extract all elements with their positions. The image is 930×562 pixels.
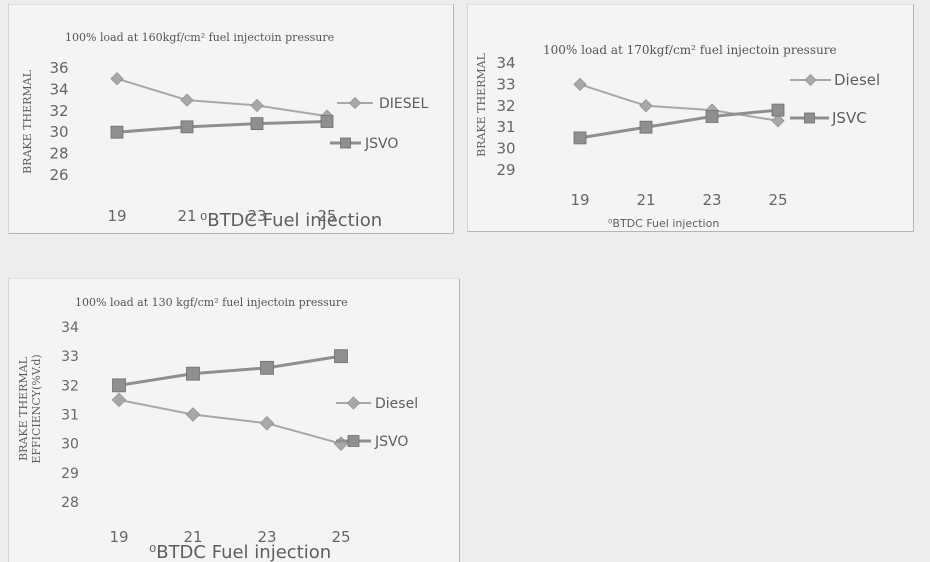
x-tick-label: 25 — [331, 528, 350, 546]
data-point — [250, 117, 264, 131]
y-tick-label: 32 — [49, 102, 68, 120]
data-point — [185, 407, 201, 422]
y-tick-label: 30 — [49, 123, 68, 141]
series-diesel — [111, 392, 349, 451]
legend-marker — [346, 396, 361, 410]
series-line — [118, 398, 342, 445]
series-jsvc — [573, 103, 785, 145]
y-tick-label: 32 — [61, 378, 79, 394]
series-line — [579, 83, 779, 122]
y-tick-label: 32 — [496, 97, 515, 115]
chart-0-svg: 100% load at 160kgf/cm² fuel injectoin p… — [21, 31, 428, 231]
data-point — [110, 125, 124, 139]
legend-label: Diesel — [834, 71, 880, 89]
data-point — [110, 72, 124, 86]
data-point — [250, 98, 264, 113]
y-axis-label: BRAKE THERMAL — [475, 52, 488, 157]
y-tick-label: 26 — [49, 166, 68, 184]
data-point — [705, 110, 719, 123]
x-tick-label: 25 — [768, 191, 787, 209]
legend-label: JSVC — [831, 109, 867, 127]
legend-item: JSVC — [790, 109, 867, 127]
data-point — [259, 416, 275, 431]
data-point — [333, 436, 349, 451]
legend-item: JSVO — [330, 136, 398, 152]
y-tick-label: 30 — [61, 437, 79, 453]
legend-item: Diesel — [790, 71, 880, 89]
legend-marker — [348, 96, 362, 110]
y-tick-label: 33 — [61, 349, 79, 365]
x-tick-label: 21 — [636, 191, 655, 209]
data-point — [320, 115, 334, 128]
legend-marker — [804, 73, 817, 87]
legend-marker — [347, 435, 360, 447]
x-axis-label: ⁰BTDC Fuel injection — [200, 210, 382, 231]
series-diesel — [573, 77, 785, 128]
y-tick-label: 33 — [496, 75, 515, 93]
x-tick-label: 21 — [177, 207, 196, 225]
x-tick-label: 23 — [247, 207, 266, 225]
y-tick-label: 28 — [61, 495, 79, 511]
series-jsvo — [112, 349, 348, 393]
legend-label: JSVO — [364, 136, 398, 152]
data-point — [180, 120, 194, 134]
y-axis-label: BRAKE THERMAL — [21, 69, 34, 174]
series-line — [116, 77, 328, 118]
chart-panel-160: 100% load at 160kgf/cm² fuel injectoin p… — [8, 4, 454, 234]
y-tick-label: 31 — [496, 118, 515, 136]
legend-label: DIESEL — [379, 96, 428, 112]
y-tick-label: 34 — [496, 54, 515, 72]
y-tick-label: 31 — [61, 408, 79, 424]
y-axis-label-2: EFFICIENCY(%V.d) — [30, 354, 43, 463]
x-tick-label: 21 — [183, 528, 202, 546]
series-line — [116, 120, 328, 134]
series-jsvo — [110, 115, 334, 139]
y-tick-label: 34 — [49, 80, 68, 98]
data-point — [180, 93, 194, 107]
y-tick-label: 29 — [496, 161, 515, 179]
y-tick-label: 29 — [61, 466, 79, 482]
chart-1-svg: 100% load at 170kgf/cm² fuel injectoin p… — [475, 43, 880, 230]
chart-title: 100% load at 170kgf/cm² fuel injectoin p… — [543, 43, 837, 57]
chart-2-svg: 100% load at 130 kgf/cm² fuel injectoin … — [17, 296, 418, 562]
chart-title: 100% load at 130 kgf/cm² fuel injectoin … — [75, 296, 348, 309]
legend-item: DIESEL — [337, 96, 428, 112]
data-point — [573, 77, 587, 92]
series-diesel — [110, 72, 334, 123]
legend-label: Diesel — [375, 396, 418, 412]
data-point — [639, 99, 653, 113]
data-point — [573, 131, 587, 145]
series-line — [118, 354, 342, 387]
data-point — [186, 366, 200, 381]
y-axis-label: BRAKE THERMAL — [17, 356, 30, 461]
legend-item: Diesel — [336, 396, 418, 412]
chart-title: 100% load at 160kgf/cm² fuel injectoin p… — [65, 31, 334, 44]
data-point — [334, 349, 348, 364]
legend-item: JSVO — [336, 434, 408, 450]
y-tick-label: 34 — [61, 320, 79, 336]
data-point — [771, 103, 785, 117]
x-axis-label: ⁰BTDC Fuel injection — [149, 542, 331, 562]
y-tick-label: 36 — [49, 59, 68, 77]
data-point — [111, 392, 127, 408]
data-point — [260, 360, 274, 375]
x-tick-label: 19 — [109, 528, 128, 546]
y-tick-label: 30 — [496, 140, 515, 158]
legend-marker — [340, 137, 351, 149]
data-point — [639, 120, 653, 134]
data-point — [771, 114, 785, 128]
data-point — [112, 378, 126, 393]
chart-panel-170: 100% load at 170kgf/cm² fuel injectoin p… — [467, 4, 914, 232]
x-tick-label: 25 — [317, 207, 336, 225]
y-tick-label: 28 — [49, 145, 68, 163]
x-axis-label: ⁰BTDC Fuel injection — [608, 217, 719, 230]
chart-panel-130: 100% load at 130 kgf/cm² fuel injectoin … — [8, 278, 460, 562]
legend-label: JSVO — [374, 434, 408, 450]
x-tick-label: 23 — [702, 191, 721, 209]
x-tick-label: 23 — [257, 528, 276, 546]
x-tick-label: 19 — [570, 191, 589, 209]
x-tick-label: 19 — [107, 207, 126, 225]
legend-marker — [804, 112, 815, 124]
series-line — [579, 108, 779, 140]
